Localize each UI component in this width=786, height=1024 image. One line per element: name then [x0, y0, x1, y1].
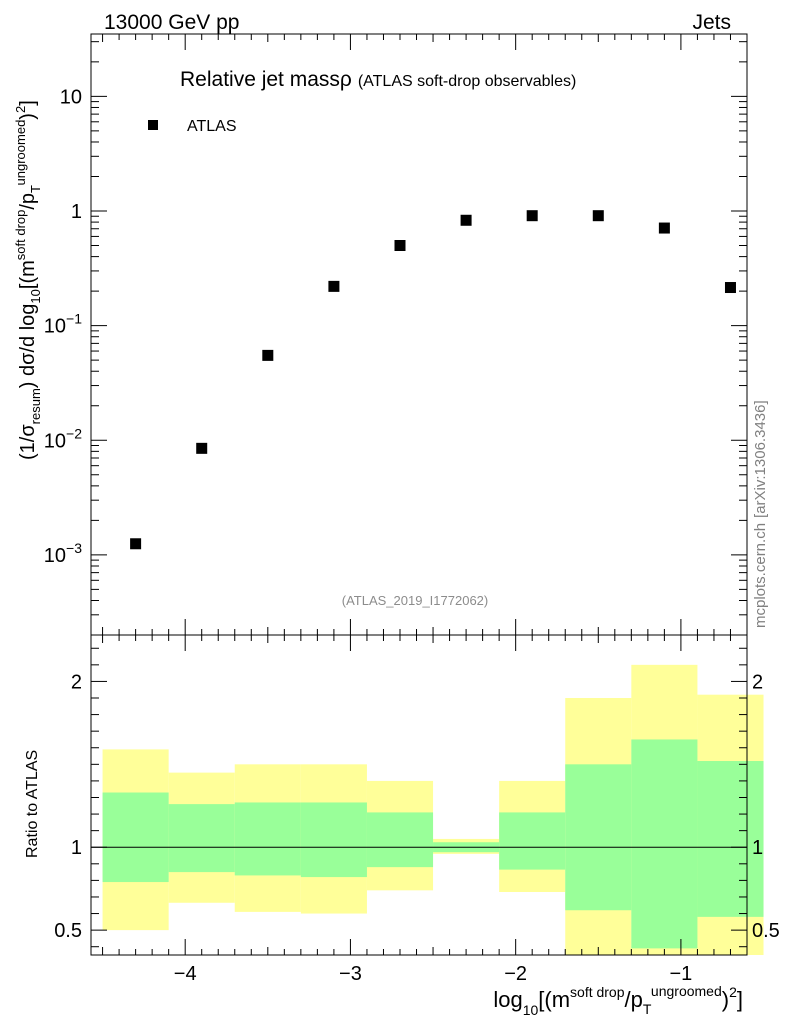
y-tick-label: 10−1: [44, 311, 82, 338]
main-panel: 10−3 10−2 10−1 1 10 Relative jet massρ (ATLAS…: [13, 33, 748, 636]
ratio-y-tick-label: 2: [71, 671, 82, 693]
ratio-y-tick-label-right: 0.5: [752, 920, 780, 942]
ratio-y-tick-label-right: 1: [752, 837, 763, 859]
y-tick-label: 10−2: [44, 425, 82, 452]
ratio-bands: [102, 664, 764, 955]
data-point: [460, 214, 472, 226]
x-axis-label: log10[(msoft drop/pTungroomed)2]: [493, 983, 743, 1018]
main-y-axis-label: (1/σresum) dσ/d log10[(msoft drop/pTungr…: [13, 100, 43, 460]
ratio-band-inner: [697, 761, 764, 917]
main-axis-ticks: 10−3 10−2 10−1 1 10: [44, 34, 748, 636]
legend: ATLAS: [148, 118, 237, 135]
legend-marker: [148, 120, 158, 130]
ratio-band-inner: [168, 804, 235, 873]
data-point: [262, 349, 274, 361]
x-tick-label: −3: [339, 963, 362, 985]
ratio-band-inner: [300, 802, 367, 878]
chart-title: Relative jet massρ (ATLAS soft-drop obser…: [180, 68, 576, 91]
energy-label: 13000 GeV pp: [104, 11, 239, 34]
ratio-band-inner: [366, 812, 434, 868]
data-point: [592, 210, 604, 222]
y-tick-label: 1: [71, 201, 82, 223]
chart-title-main: Relative jet massρ: [180, 68, 352, 91]
ratio-band-inner: [565, 764, 632, 911]
watermark-site: mcplots.cern.ch: [752, 523, 769, 628]
ratio-axis-ticks: 0.5 0.5 1 1 2 2 −4 −3 −2 −1: [54, 635, 780, 985]
chart-title-sub: (ATLAS soft-drop observables): [358, 73, 576, 90]
x-tick-label: −4: [174, 963, 197, 985]
watermark-ref: [arXiv:1306.3436]: [752, 400, 769, 518]
ratio-band-inner: [234, 802, 301, 876]
y-tick-label: 10: [60, 86, 82, 108]
x-tick-label: −2: [504, 963, 527, 985]
legend-label: ATLAS: [187, 118, 237, 135]
ratio-panel: 0.5 0.5 1 1 2 2 −4 −3 −2 −1 Ratio to ATLAS log10[…: [24, 634, 780, 1018]
y-tick-label: 10−3: [44, 540, 82, 567]
watermark: mcplots.cern.ch [arXiv:1306.3436]: [752, 400, 769, 628]
data-point: [724, 282, 736, 294]
x-tick-label: −1: [669, 963, 692, 985]
data-point: [394, 240, 406, 252]
data-point: [130, 538, 142, 550]
ratio-band-inner: [499, 812, 566, 870]
data-point: [526, 210, 538, 222]
ratio-y-tick-label: 0.5: [54, 920, 82, 942]
data-point: [196, 442, 208, 454]
ratio-y-tick-label-right: 2: [752, 671, 763, 693]
ratio-band-inner: [102, 792, 169, 883]
main-marks: [130, 210, 736, 550]
ratio-band-inner: [631, 739, 698, 949]
ratio-y-tick-label: 1: [71, 837, 82, 859]
ratio-frame: [90, 634, 748, 956]
data-point: [328, 280, 340, 292]
category-label: Jets: [692, 11, 731, 34]
analysis-id: (ATLAS_2019_I1772062): [342, 593, 488, 608]
ratio-y-axis-label: Ratio to ATLAS: [24, 750, 41, 858]
data-point: [658, 222, 670, 234]
